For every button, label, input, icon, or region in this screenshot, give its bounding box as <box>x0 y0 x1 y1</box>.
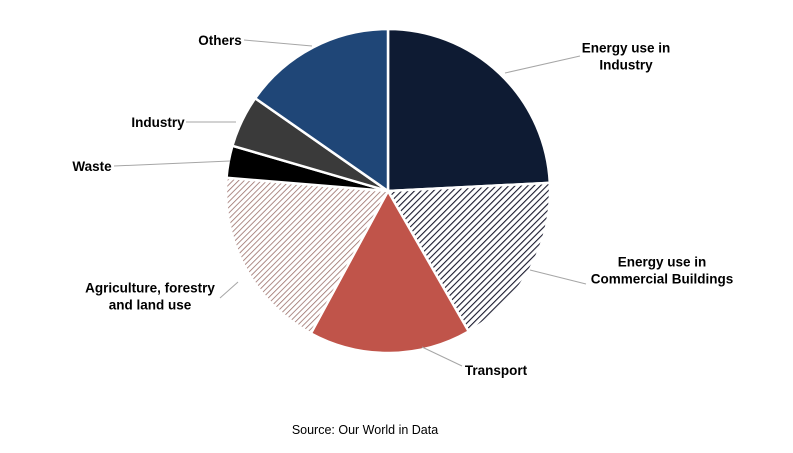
slice-label-line: Commercial Buildings <box>591 272 734 287</box>
slice-label-line: Waste <box>72 159 112 174</box>
pie-slice-1 <box>386 27 552 193</box>
pie-slice-2 <box>385 181 552 334</box>
slice-label-5: Waste <box>72 159 112 174</box>
slice-label-line: Industry <box>131 115 185 130</box>
leader-line-4 <box>219 281 239 299</box>
leader-line-7 <box>243 39 313 47</box>
slice-label-line: Energy use in <box>618 255 707 270</box>
pie-slice-4 <box>224 176 391 336</box>
slice-label-2: Energy use in Commercial Buildings <box>591 255 734 287</box>
leader-line-5 <box>113 160 231 167</box>
slice-label-line: Industry <box>599 58 653 73</box>
slice-label-line: and land use <box>109 298 192 313</box>
leader-line-3 <box>421 346 463 367</box>
leader-lines <box>113 39 587 367</box>
pie-slices <box>224 27 552 355</box>
slice-label-7: Others <box>198 33 242 48</box>
pie-slice-7 <box>253 27 390 194</box>
slice-label-line: Transport <box>465 363 528 378</box>
leader-line-2 <box>529 269 587 285</box>
slice-label-4: Agriculture, forestry and land use <box>85 281 215 313</box>
slice-label-6: Industry <box>131 115 185 130</box>
slice-label-3: Transport <box>465 363 528 378</box>
pie-slice-3 <box>309 188 471 355</box>
source-note: Source: Our World in Data <box>292 423 438 437</box>
slice-labels: Energy use in Industry Energy use in Commer… <box>72 33 733 378</box>
slice-label-1: Energy use in Industry <box>582 41 671 73</box>
slice-label-line: Agriculture, forestry <box>85 281 215 296</box>
slice-label-line: Others <box>198 33 242 48</box>
leader-line-1 <box>504 55 581 74</box>
slice-label-line: Energy use in <box>582 41 671 56</box>
